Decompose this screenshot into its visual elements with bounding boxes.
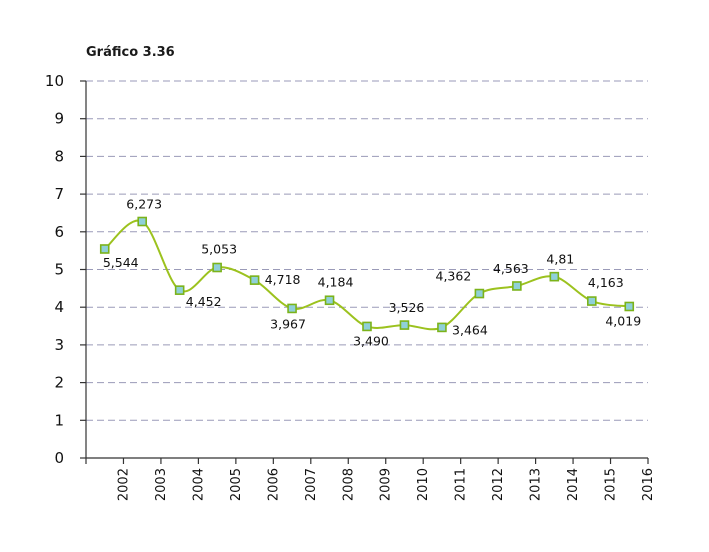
data-point <box>624 301 635 312</box>
data-label: 4,81 <box>546 252 574 267</box>
x-tick-label: 2011 <box>454 468 469 501</box>
data-point <box>174 285 185 295</box>
y-tick-label: 5 <box>54 261 64 279</box>
y-tick-label: 8 <box>54 147 64 165</box>
x-tick-label: 2016 <box>641 468 656 501</box>
x-tick-label: 2013 <box>529 468 544 501</box>
y-tick-label: 1 <box>54 411 64 429</box>
data-label: 4,718 <box>265 272 301 287</box>
y-tick-label: 9 <box>54 110 64 128</box>
data-point <box>324 295 335 306</box>
data-markers <box>99 216 635 333</box>
data-label: 5,544 <box>103 255 139 270</box>
grid-lines <box>86 80 648 421</box>
x-tick-label: 2007 <box>304 468 319 501</box>
data-point <box>287 303 297 314</box>
x-tick-label: 2006 <box>266 468 281 501</box>
data-label: 6,273 <box>126 197 162 212</box>
x-tick-label: 2005 <box>229 468 244 501</box>
data-label: 4,163 <box>588 275 624 290</box>
data-label: 4,452 <box>186 294 222 309</box>
x-tick-label: 2003 <box>154 468 169 501</box>
data-label: 3,490 <box>353 333 389 348</box>
data-point <box>474 288 485 299</box>
data-point <box>99 244 110 254</box>
y-tick-label: 3 <box>54 336 64 354</box>
data-point <box>362 321 372 332</box>
y-tick-label: 7 <box>54 185 64 203</box>
data-point <box>399 320 410 330</box>
x-tick-label: 2015 <box>604 468 619 501</box>
data-point <box>549 271 560 282</box>
x-tick-label: 2012 <box>491 468 506 501</box>
data-label: 3,967 <box>270 316 306 331</box>
data-point <box>437 322 447 333</box>
x-tick-label: 2004 <box>191 468 206 501</box>
data-label: 3,464 <box>452 322 488 337</box>
x-tick-label: 2010 <box>416 468 431 501</box>
chart-title: Gráfico 3.36 <box>86 45 175 60</box>
data-point <box>249 275 260 285</box>
y-tick-label: 2 <box>54 374 64 392</box>
x-tick-label: 2002 <box>116 468 131 501</box>
x-tick-label: 2014 <box>566 468 581 501</box>
data-point <box>586 296 597 306</box>
data-point <box>512 281 522 291</box>
data-label: 4,184 <box>318 274 354 289</box>
data-label: 3,526 <box>389 300 425 315</box>
axes <box>80 80 649 464</box>
data-label: 5,053 <box>201 242 237 257</box>
data-point <box>212 262 222 273</box>
y-tick-label: 10 <box>45 72 64 90</box>
x-tick-label: 2008 <box>341 468 356 501</box>
x-tick-label: 2009 <box>379 468 394 501</box>
y-tick-label: 0 <box>54 449 64 467</box>
x-tick-labels: 2002 2003 2004 2005 2006 2007 2008 2009 2010 2011… <box>116 468 656 501</box>
data-label: 4,563 <box>493 261 529 276</box>
y-tick-label: 6 <box>54 223 64 241</box>
data-point <box>137 216 147 227</box>
y-tick-label: 4 <box>54 298 64 316</box>
y-tick-labels: 0 1 2 3 4 5 6 7 8 9 10 <box>45 72 64 467</box>
data-labels: 5,544 6,273 4,452 5,053 4,718 3,967 4,184 3,490… <box>103 197 641 349</box>
data-label: 4,019 <box>605 313 641 328</box>
data-label: 4,362 <box>436 269 472 284</box>
